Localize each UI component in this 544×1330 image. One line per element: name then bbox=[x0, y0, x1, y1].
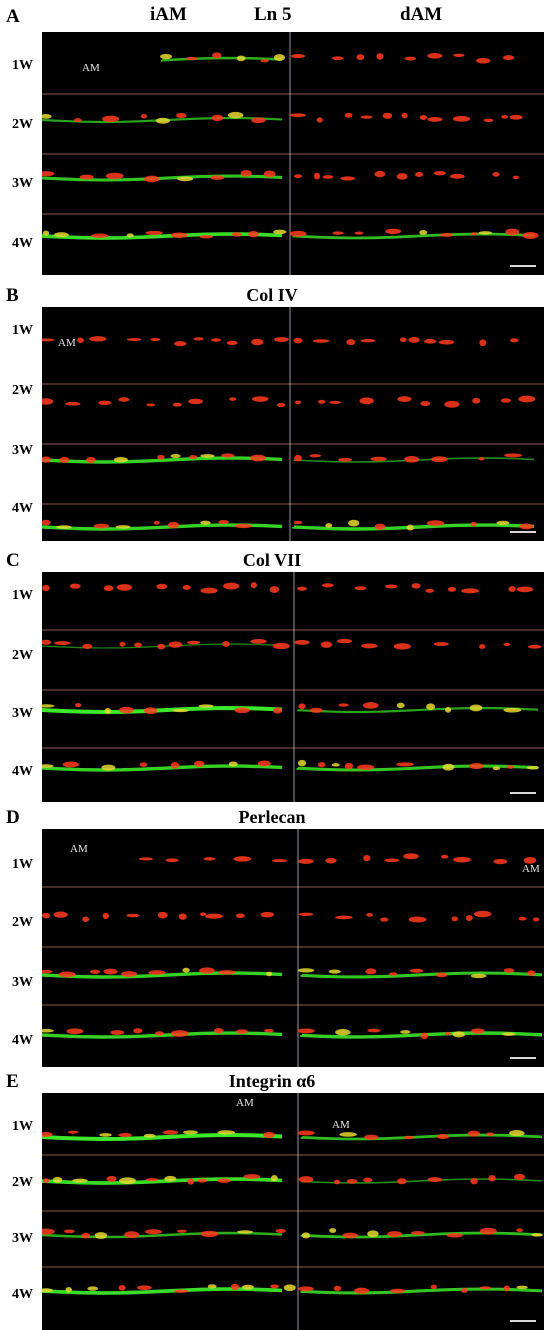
panel-e: E Integrin α6 AM AM 1W 2W 3W 4W bbox=[0, 1069, 544, 1330]
am-label: AM bbox=[82, 62, 100, 74]
row-label-1w: 1W bbox=[12, 323, 33, 338]
panel-c: C Col VII 1W 2W 3W 4W bbox=[0, 548, 544, 802]
panel-letter: A bbox=[6, 6, 20, 27]
micrograph-panel-a: AM bbox=[42, 32, 544, 275]
am-label: AM bbox=[70, 843, 88, 855]
panel-a: A iAM Ln 5 dAM AM 1W 2W 3W 4W bbox=[0, 0, 544, 275]
row-label-3w: 3W bbox=[12, 176, 33, 191]
micrograph-image-c bbox=[42, 572, 544, 802]
row-label-4w: 4W bbox=[12, 1287, 33, 1302]
micrograph-panel-e: AM AM bbox=[42, 1093, 544, 1330]
micrograph-image-e bbox=[42, 1093, 544, 1330]
row-label-2w: 2W bbox=[12, 1175, 33, 1190]
panel-title: Perlecan bbox=[238, 807, 306, 827]
row-label-4w: 4W bbox=[12, 1033, 33, 1048]
row-label-3w: 3W bbox=[12, 975, 33, 990]
micrograph-panel-b: AM bbox=[42, 307, 544, 541]
column-header-ln5: Ln 5 bbox=[254, 4, 292, 25]
panel-d: D Perlecan AM AM 1W 2W 3W 4W bbox=[0, 805, 544, 1067]
micrograph-panel-c bbox=[42, 572, 544, 802]
row-label-1w: 1W bbox=[12, 857, 33, 872]
panel-title: Col IV bbox=[246, 285, 298, 305]
row-label-2w: 2W bbox=[12, 648, 33, 663]
am-label: AM bbox=[522, 863, 540, 875]
panel-title: Integrin α6 bbox=[228, 1071, 316, 1091]
row-label-1w: 1W bbox=[12, 1119, 33, 1134]
row-label-2w: 2W bbox=[12, 915, 33, 930]
column-header-iam: iAM bbox=[150, 4, 187, 25]
row-label-1w: 1W bbox=[12, 588, 33, 603]
row-label-4w: 4W bbox=[12, 764, 33, 779]
row-label-4w: 4W bbox=[12, 236, 33, 251]
micrograph-panel-d: AM AM bbox=[42, 829, 544, 1067]
panel-letter: C bbox=[6, 550, 20, 571]
panel-b: B Col IV AM 1W 2W 3W 4W bbox=[0, 283, 544, 541]
micrograph-image-d bbox=[42, 829, 544, 1067]
panel-letter: B bbox=[6, 285, 19, 306]
row-label-2w: 2W bbox=[12, 117, 33, 132]
row-label-3w: 3W bbox=[12, 1231, 33, 1246]
row-label-4w: 4W bbox=[12, 501, 33, 516]
row-label-3w: 3W bbox=[12, 443, 33, 458]
row-label-1w: 1W bbox=[12, 58, 33, 73]
am-label: AM bbox=[58, 337, 76, 349]
column-header-dam: dAM bbox=[400, 4, 443, 25]
am-label: AM bbox=[236, 1097, 254, 1109]
row-label-2w: 2W bbox=[12, 383, 33, 398]
am-label: AM bbox=[332, 1119, 350, 1131]
panel-letter: E bbox=[6, 1071, 19, 1092]
micrograph-image-b bbox=[42, 307, 544, 541]
panel-letter: D bbox=[6, 807, 20, 828]
row-label-3w: 3W bbox=[12, 706, 33, 721]
micrograph-image-a bbox=[42, 32, 544, 275]
panel-title: Col VII bbox=[242, 550, 302, 570]
